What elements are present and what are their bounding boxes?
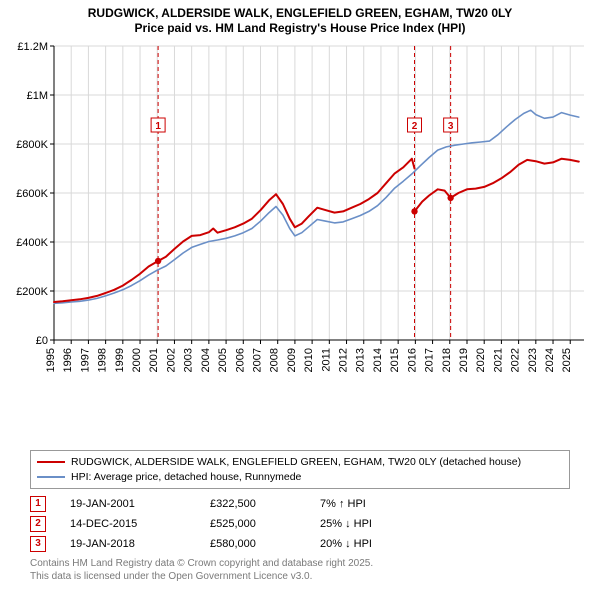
transaction-change: 7% ↑ HPI xyxy=(320,498,440,510)
svg-text:2021: 2021 xyxy=(492,348,504,372)
title-line-2: Price paid vs. HM Land Registry's House … xyxy=(135,21,466,35)
transaction-change: 25% ↓ HPI xyxy=(320,518,440,530)
event-marker-2: 2 xyxy=(408,118,422,132)
chart-svg: £0 £200K £400K £600K £800K £1M £1.2M 1995 1996 19… xyxy=(10,40,590,410)
svg-text:2019: 2019 xyxy=(458,348,470,372)
svg-text:2003: 2003 xyxy=(183,348,195,372)
svg-text:1: 1 xyxy=(155,121,161,132)
title-line-1: RUDGWICK, ALDERSIDE WALK, ENGLEFIELD GRE… xyxy=(88,6,512,20)
legend-item: HPI: Average price, detached house, Runn… xyxy=(37,470,563,485)
legend-swatch xyxy=(37,461,65,463)
transaction-row: 1 19-JAN-2001£322,5007% ↑ HPI xyxy=(30,494,570,514)
svg-text:2022: 2022 xyxy=(510,348,522,372)
svg-text:2007: 2007 xyxy=(251,348,263,372)
svg-text:£1.2M: £1.2M xyxy=(17,41,48,53)
svg-text:2005: 2005 xyxy=(217,348,229,372)
transactions-table: 1 19-JAN-2001£322,5007% ↑ HPI 2 14-DEC-2015… xyxy=(30,494,570,554)
svg-text:2: 2 xyxy=(412,121,418,132)
transaction-date: 19-JAN-2018 xyxy=(70,538,210,550)
svg-text:2002: 2002 xyxy=(165,348,177,372)
transaction-marker: 3 xyxy=(30,536,46,552)
transaction-marker: 1 xyxy=(30,496,46,512)
svg-text:2015: 2015 xyxy=(389,348,401,372)
svg-text:2008: 2008 xyxy=(269,348,281,372)
svg-text:£600K: £600K xyxy=(16,188,48,200)
svg-text:2017: 2017 xyxy=(424,348,436,372)
svg-text:£1M: £1M xyxy=(27,90,48,102)
transaction-marker: 2 xyxy=(30,516,46,532)
svg-text:2020: 2020 xyxy=(475,348,487,372)
transaction-price: £322,500 xyxy=(210,498,320,510)
page-root: RUDGWICK, ALDERSIDE WALK, ENGLEFIELD GRE… xyxy=(0,0,600,590)
footer-attribution: Contains HM Land Registry data © Crown c… xyxy=(30,558,570,583)
transaction-date: 14-DEC-2015 xyxy=(70,518,210,530)
legend-label: HPI: Average price, detached house, Runn… xyxy=(71,470,301,485)
footer-line-2: This data is licensed under the Open Gov… xyxy=(30,571,312,582)
transaction-price: £580,000 xyxy=(210,538,320,550)
svg-text:2014: 2014 xyxy=(372,348,384,372)
chart-area: £0 £200K £400K £600K £800K £1M £1.2M 1995 1996 19… xyxy=(10,40,590,410)
svg-text:1998: 1998 xyxy=(97,348,109,372)
footer-line-1: Contains HM Land Registry data © Crown c… xyxy=(30,558,373,569)
svg-text:2001: 2001 xyxy=(148,348,160,372)
svg-text:£400K: £400K xyxy=(16,237,48,249)
svg-text:2011: 2011 xyxy=(320,348,332,372)
svg-text:£200K: £200K xyxy=(16,286,48,298)
svg-text:£800K: £800K xyxy=(16,139,48,151)
transaction-change: 20% ↓ HPI xyxy=(320,538,440,550)
svg-text:2009: 2009 xyxy=(286,348,298,372)
svg-text:2006: 2006 xyxy=(234,348,246,372)
svg-text:2024: 2024 xyxy=(544,348,556,372)
svg-text:2004: 2004 xyxy=(200,348,212,372)
svg-text:1996: 1996 xyxy=(62,348,74,372)
legend-label: RUDGWICK, ALDERSIDE WALK, ENGLEFIELD GRE… xyxy=(71,455,521,470)
transaction-row: 2 14-DEC-2015£525,00025% ↓ HPI xyxy=(30,514,570,534)
svg-text:1995: 1995 xyxy=(45,348,57,372)
transaction-date: 19-JAN-2001 xyxy=(70,498,210,510)
svg-text:2012: 2012 xyxy=(338,348,350,372)
svg-text:2013: 2013 xyxy=(355,348,367,372)
svg-text:2016: 2016 xyxy=(406,348,418,372)
svg-text:1997: 1997 xyxy=(79,348,91,372)
svg-text:2023: 2023 xyxy=(527,348,539,372)
legend-box: RUDGWICK, ALDERSIDE WALK, ENGLEFIELD GRE… xyxy=(30,450,570,489)
svg-text:2010: 2010 xyxy=(303,348,315,372)
event-marker-1: 1 xyxy=(151,118,165,132)
svg-text:£0: £0 xyxy=(36,335,48,347)
svg-text:2000: 2000 xyxy=(131,348,143,372)
legend-swatch xyxy=(37,476,65,478)
transaction-price: £525,000 xyxy=(210,518,320,530)
legend-item: RUDGWICK, ALDERSIDE WALK, ENGLEFIELD GRE… xyxy=(37,455,563,470)
svg-text:3: 3 xyxy=(448,121,454,132)
chart-title: RUDGWICK, ALDERSIDE WALK, ENGLEFIELD GRE… xyxy=(0,0,600,36)
svg-text:1999: 1999 xyxy=(114,348,126,372)
transaction-row: 3 19-JAN-2018£580,00020% ↓ HPI xyxy=(30,534,570,554)
svg-text:2025: 2025 xyxy=(561,348,573,372)
svg-text:2018: 2018 xyxy=(441,348,453,372)
event-marker-3: 3 xyxy=(444,118,458,132)
